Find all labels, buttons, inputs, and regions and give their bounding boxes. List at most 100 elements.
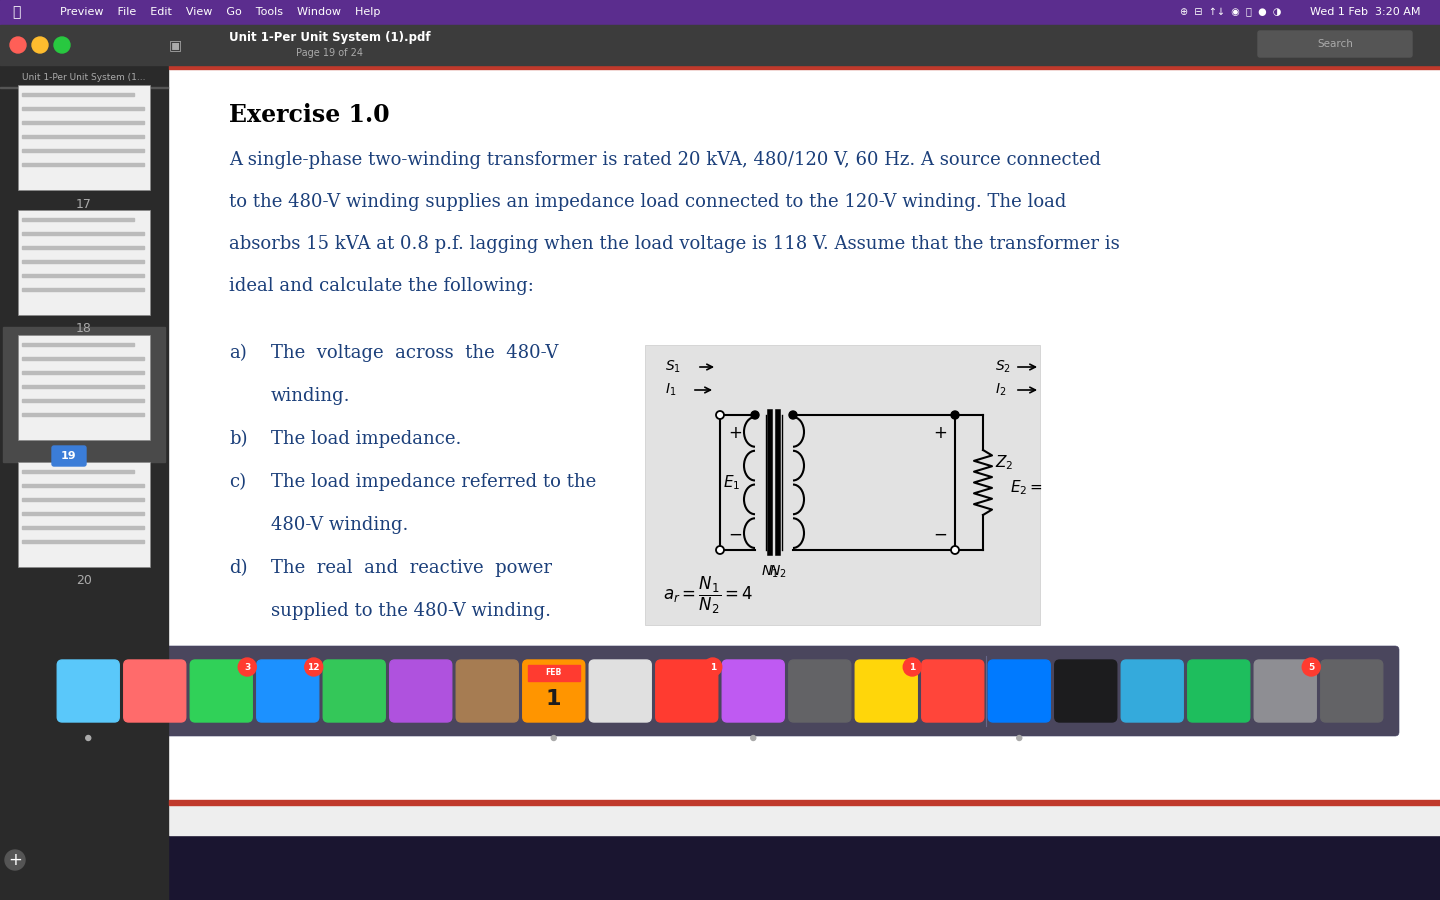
Text: a): a) (229, 344, 246, 362)
Bar (168, 805, 1440, 835)
Circle shape (752, 411, 759, 419)
FancyBboxPatch shape (1259, 31, 1413, 57)
Text: 19: 19 (60, 451, 76, 461)
FancyBboxPatch shape (1054, 660, 1117, 722)
Text: Page 19 of 24: Page 19 of 24 (297, 48, 363, 58)
Text: 18: 18 (76, 322, 92, 336)
FancyBboxPatch shape (390, 660, 452, 722)
Text: 12: 12 (308, 662, 320, 671)
Bar (22, 107, 144, 110)
FancyBboxPatch shape (922, 660, 984, 722)
Circle shape (86, 735, 91, 741)
Text: 1: 1 (546, 688, 562, 709)
Text: $I_1$: $I_1$ (665, 382, 677, 398)
Text: The  voltage  across  the  480-V: The voltage across the 480-V (271, 344, 559, 362)
Text: ▣: ▣ (168, 38, 181, 52)
Circle shape (704, 658, 721, 676)
Text: b): b) (229, 430, 248, 448)
FancyBboxPatch shape (723, 660, 785, 722)
Circle shape (1017, 735, 1022, 741)
Text: $Z_2$: $Z_2$ (995, 453, 1014, 472)
Bar (168, 65, 1440, 800)
FancyBboxPatch shape (1188, 660, 1250, 722)
Bar (0, 25, 1440, 65)
FancyBboxPatch shape (523, 660, 585, 722)
Circle shape (552, 735, 556, 741)
Text: The load impedance referred to the: The load impedance referred to the (271, 473, 596, 491)
Text: ⊕  ⊟  ↑↓  ◉  ⌕  ●  ◑: ⊕ ⊟ ↑↓ ◉ ⌕ ● ◑ (1179, 7, 1282, 17)
Bar (22, 260, 144, 263)
Bar (22, 385, 144, 388)
Bar (17, 85, 150, 190)
Text: :  (12, 5, 20, 19)
Bar (0, 0, 1440, 25)
Bar (22, 526, 144, 529)
Circle shape (55, 37, 71, 53)
Text: −: − (729, 526, 742, 544)
FancyBboxPatch shape (988, 660, 1050, 722)
Text: c): c) (229, 473, 246, 491)
Text: $S_2$: $S_2$ (995, 359, 1011, 375)
Text: +: + (933, 424, 948, 442)
FancyBboxPatch shape (655, 660, 717, 722)
Bar (0, 65, 168, 900)
Circle shape (950, 546, 959, 554)
Bar (22, 512, 144, 515)
Bar (17, 335, 150, 440)
Text: −: − (933, 526, 948, 544)
Circle shape (789, 411, 796, 419)
Text: $a_r = \dfrac{N_1}{N_2} = 4$: $a_r = \dfrac{N_1}{N_2} = 4$ (662, 574, 753, 616)
Bar (22, 93, 134, 96)
Text: absorbs 15 kVA at 0.8 p.f. lagging when the load voltage is 118 V. Assume that t: absorbs 15 kVA at 0.8 p.f. lagging when … (229, 235, 1120, 253)
Text: +: + (9, 851, 22, 869)
FancyBboxPatch shape (256, 660, 318, 722)
Bar (22, 498, 144, 501)
Bar (22, 149, 144, 152)
FancyBboxPatch shape (323, 660, 386, 722)
Text: $N_1$: $N_1$ (762, 563, 779, 580)
FancyBboxPatch shape (58, 660, 120, 722)
Bar (527, 665, 580, 680)
Bar (22, 288, 144, 291)
Circle shape (750, 735, 756, 741)
Bar (3, 327, 166, 462)
Text: Unit 1-Per Unit System (1...: Unit 1-Per Unit System (1... (22, 73, 145, 82)
Bar (17, 462, 150, 567)
Bar (22, 163, 144, 166)
FancyBboxPatch shape (1122, 660, 1184, 722)
Circle shape (903, 658, 922, 676)
Text: The  real  and  reactive  power: The real and reactive power (271, 559, 552, 577)
Text: FEB: FEB (546, 669, 562, 678)
Bar (22, 232, 144, 235)
Circle shape (716, 411, 724, 419)
Text: 17: 17 (76, 197, 92, 211)
Bar (22, 121, 144, 124)
Text: 480-V winding.: 480-V winding. (271, 516, 409, 534)
Bar (645, 345, 1040, 625)
Bar (22, 343, 134, 346)
Circle shape (1302, 658, 1320, 676)
Bar (168, 65, 1440, 69)
Bar (168, 800, 1440, 805)
Text: Unit 1-Per Unit System (1).pdf: Unit 1-Per Unit System (1).pdf (229, 31, 431, 43)
Text: 20: 20 (76, 574, 92, 588)
Text: 3: 3 (245, 662, 251, 671)
Text: ideal and calculate the following:: ideal and calculate the following: (229, 277, 534, 295)
Circle shape (238, 658, 256, 676)
FancyBboxPatch shape (190, 660, 252, 722)
Bar (22, 470, 134, 473)
Circle shape (716, 546, 724, 554)
Bar (22, 413, 144, 416)
Text: Wed 1 Feb  3:20 AM: Wed 1 Feb 3:20 AM (1309, 7, 1420, 17)
Text: $S_1$: $S_1$ (665, 359, 681, 375)
Bar (22, 357, 144, 360)
FancyBboxPatch shape (589, 660, 651, 722)
Text: $E_1$: $E_1$ (723, 473, 740, 491)
Text: to the 480-V winding supplies an impedance load connected to the 120-V winding. : to the 480-V winding supplies an impedan… (229, 193, 1067, 211)
Bar (0, 87, 168, 88)
Bar (22, 399, 144, 402)
FancyBboxPatch shape (1254, 660, 1316, 722)
Text: Exercise 1.0: Exercise 1.0 (229, 103, 390, 127)
Bar (22, 246, 144, 249)
FancyBboxPatch shape (52, 446, 86, 466)
